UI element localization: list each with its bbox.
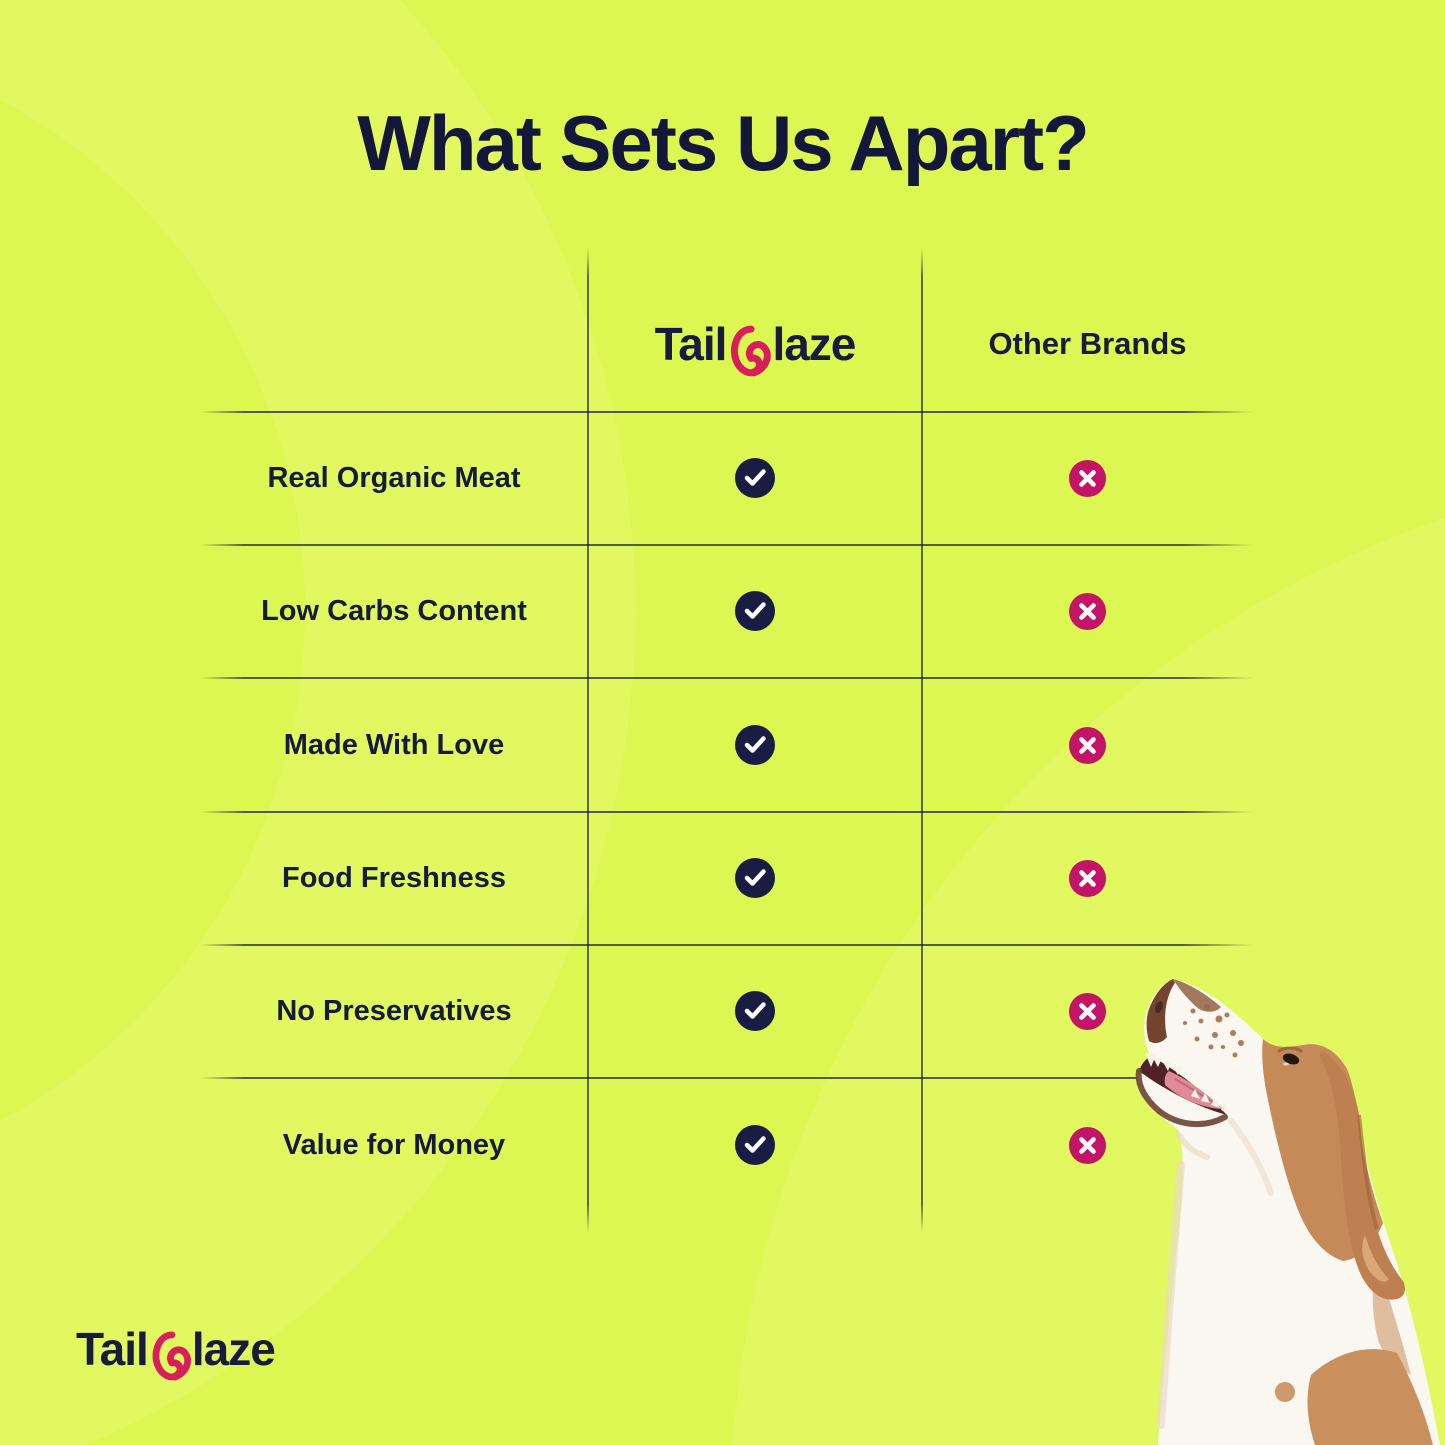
table-horizontal-divider-3 bbox=[200, 677, 1253, 679]
table-row: Real Organic Meat bbox=[0, 454, 1445, 502]
feature-label: Food Freshness bbox=[282, 861, 506, 894]
tailblaze-cell bbox=[588, 987, 922, 1035]
feature-label: No Preservatives bbox=[276, 994, 512, 1027]
logo-text-prefix: Tail bbox=[76, 1323, 149, 1375]
cross-icon bbox=[1069, 1126, 1106, 1164]
other-brands-cell bbox=[922, 587, 1253, 635]
tailblaze-cell bbox=[588, 587, 922, 635]
table-row: Low Carbs Content bbox=[0, 587, 1445, 635]
table-horizontal-divider-6 bbox=[200, 1077, 1253, 1079]
column-header-tailblaze: Tail laze bbox=[588, 300, 922, 388]
cross-icon bbox=[1069, 859, 1106, 897]
cross-icon bbox=[1069, 459, 1106, 497]
table-row: Made With Love bbox=[0, 721, 1445, 769]
table-row: Food Freshness bbox=[0, 854, 1445, 902]
cross-icon bbox=[1069, 592, 1106, 630]
tailblaze-cell bbox=[588, 1121, 922, 1169]
other-brands-label: Other Brands bbox=[988, 326, 1187, 361]
table-horizontal-divider-1 bbox=[200, 411, 1253, 413]
table-row: Value for Money bbox=[0, 1121, 1445, 1169]
other-brands-cell bbox=[922, 721, 1253, 769]
other-brands-cell bbox=[922, 987, 1253, 1035]
feature-label: Value for Money bbox=[282, 1128, 506, 1161]
table-horizontal-divider-2 bbox=[200, 544, 1253, 546]
logo-text-prefix: Tail bbox=[654, 318, 728, 370]
dog-photo bbox=[1135, 979, 1440, 1445]
table-horizontal-divider-5 bbox=[200, 944, 1253, 946]
cross-icon bbox=[1069, 992, 1106, 1030]
heart-b-glyph-icon bbox=[152, 1331, 191, 1381]
heart-b-glyph-icon bbox=[731, 325, 772, 377]
table-horizontal-divider-4 bbox=[200, 811, 1253, 813]
feature-label: Real Organic Meat bbox=[267, 461, 521, 494]
logo-text-suffix: laze bbox=[191, 1323, 276, 1375]
check-icon bbox=[735, 458, 775, 498]
cross-icon bbox=[1069, 726, 1106, 764]
column-header-other-brands: Other Brands bbox=[922, 300, 1253, 388]
check-icon bbox=[735, 725, 775, 765]
tailblaze-cell bbox=[588, 854, 922, 902]
feature-label: Made With Love bbox=[283, 728, 505, 761]
tailblaze-cell bbox=[588, 454, 922, 502]
check-icon bbox=[735, 591, 775, 631]
table-vertical-divider-2 bbox=[921, 248, 923, 1233]
footer-brand-logo: Tail laze bbox=[76, 1314, 276, 1384]
table-vertical-divider-1 bbox=[587, 248, 589, 1233]
check-icon bbox=[735, 1125, 775, 1165]
check-icon bbox=[735, 858, 775, 898]
logo-text-suffix: laze bbox=[772, 318, 856, 370]
feature-label: Low Carbs Content bbox=[261, 594, 527, 627]
page-title: What Sets Us Apart? bbox=[357, 99, 1090, 187]
other-brands-cell bbox=[922, 854, 1253, 902]
tailblaze-logo: Tail laze bbox=[654, 313, 856, 377]
other-brands-cell bbox=[922, 1121, 1253, 1169]
tailblaze-cell bbox=[588, 721, 922, 769]
other-brands-cell bbox=[922, 454, 1253, 502]
table-row: No Preservatives bbox=[0, 987, 1445, 1035]
check-icon bbox=[735, 991, 775, 1031]
